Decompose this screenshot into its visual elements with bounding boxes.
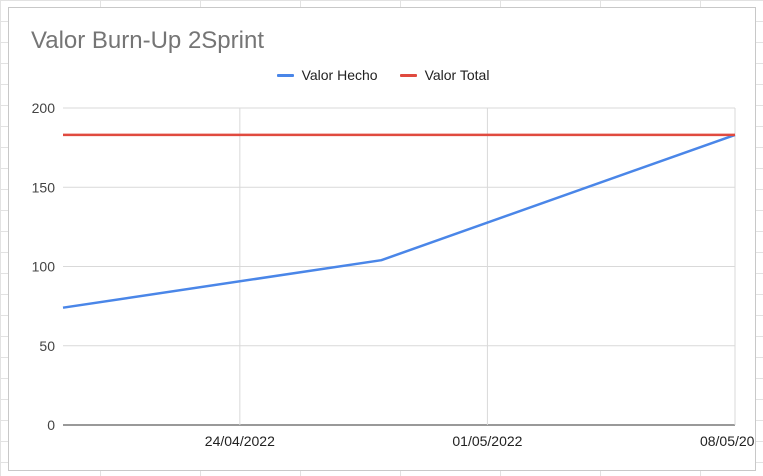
y-tick-label: 200 [32,100,56,116]
legend-swatch-valor-total [399,73,417,77]
y-tick-label: 100 [32,259,56,275]
x-tick-label: 24/04/2022 [205,433,275,449]
legend-swatch-valor-hecho [276,73,294,77]
legend-label-valor-total: Valor Total [424,67,490,83]
y-tick-label: 50 [39,338,55,354]
chart-plot: 0 50 100 150 200 24/04/2022 01/05/2022 08/05/20… [32,100,755,449]
y-tick-label: 150 [32,179,56,195]
legend-item-valor-hecho[interactable]: Valor Hecho [276,67,378,83]
chart-legend: Valor Hecho Valor Total [9,67,757,83]
chart-card[interactable]: Valor Burn-Up 2Sprint Valor Hecho Valor … [8,7,756,471]
y-tick-label: 0 [47,417,55,433]
x-tick-label: 08/05/2022 [700,433,755,449]
legend-item-valor-total[interactable]: Valor Total [399,67,490,83]
series-line-valor-hecho [62,133,736,309]
x-tick-label: 01/05/2022 [452,433,522,449]
chart-title: Valor Burn-Up 2Sprint [31,27,264,54]
legend-label-valor-hecho: Valor Hecho [301,67,378,83]
